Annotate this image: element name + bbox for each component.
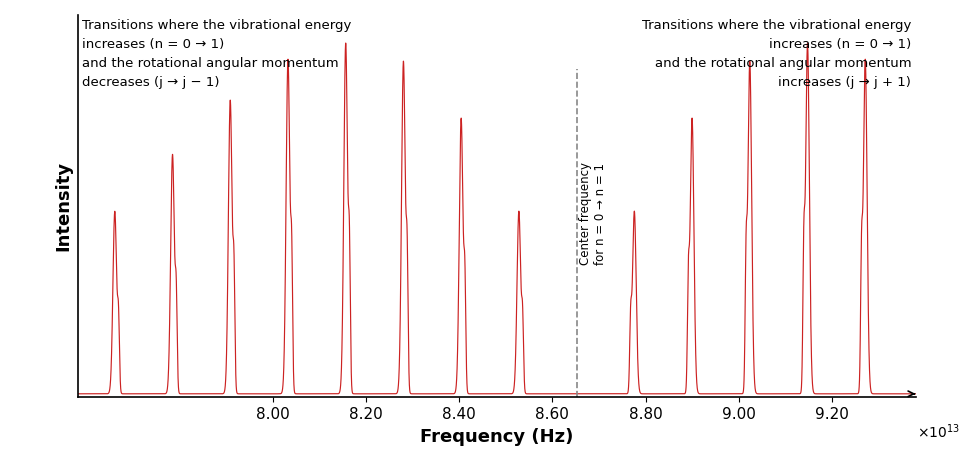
Text: Transitions where the vibrational energy
increases (n = 0 → 1)
and the rotationa: Transitions where the vibrational energy…: [82, 19, 351, 89]
Text: $\times10^{13}$: $\times10^{13}$: [917, 422, 960, 441]
Text: Transitions where the vibrational energy
increases (n = 0 → 1)
and the rotationa: Transitions where the vibrational energy…: [642, 19, 912, 89]
X-axis label: Frequency (Hz): Frequency (Hz): [420, 428, 573, 446]
Text: Center frequency
for n = 0 → n = 1: Center frequency for n = 0 → n = 1: [579, 162, 607, 265]
Y-axis label: Intensity: Intensity: [54, 161, 72, 251]
